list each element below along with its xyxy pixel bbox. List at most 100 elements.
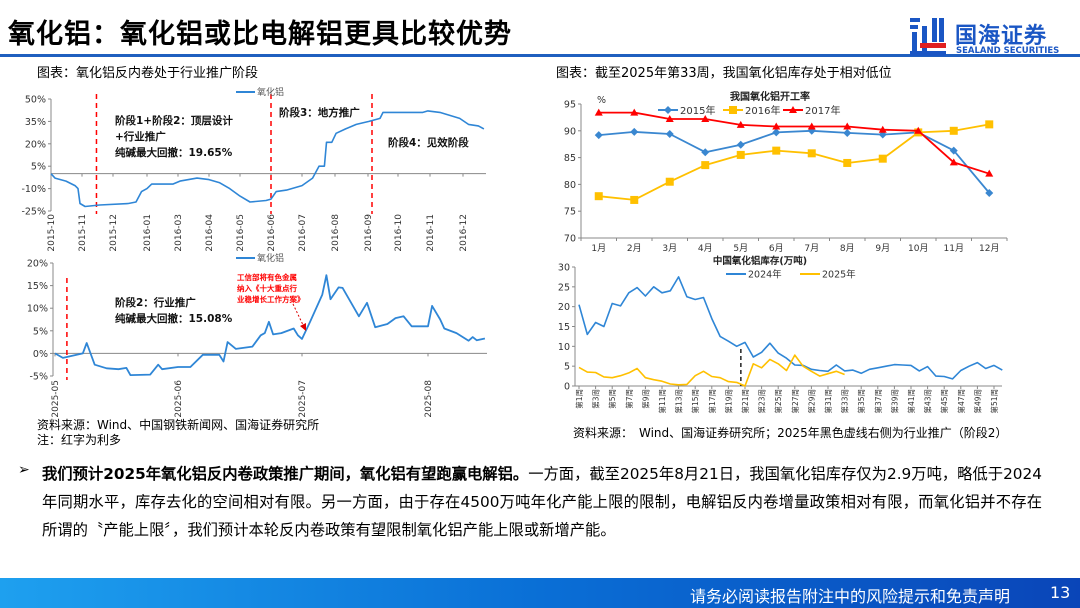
chart-inventory: 302520151050第1周 第3周 第5周 第7周 第9周 第11周 第13周 第15周第… <box>558 255 1003 414</box>
x-tick-label: 第3周 <box>591 389 601 409</box>
data-point <box>594 131 603 140</box>
page-number: 13 <box>1050 583 1071 602</box>
data-point <box>630 108 639 116</box>
data-point <box>701 115 710 123</box>
annotation-drawdown: 纯碱最大回撤：15.08% <box>115 312 233 325</box>
company-logo <box>908 16 948 58</box>
x-tick-label: 11月 <box>944 243 964 254</box>
x-tick-label: 2025-06 <box>174 380 184 418</box>
data-point <box>878 154 887 163</box>
left-chart-caption: 图表：氧化铝反内卷处于行业推广阶段 <box>37 66 259 81</box>
data-point <box>843 122 852 130</box>
data-point <box>949 146 958 155</box>
x-tick-label: 第25周 <box>773 389 783 414</box>
data-point <box>843 158 852 167</box>
y-tick-label: 20% <box>27 259 48 270</box>
data-point <box>949 158 958 166</box>
x-tick-label: 2015-10 <box>47 214 57 252</box>
chart-title: 中国氧化铝库存(万吨) <box>713 255 807 267</box>
y-tick-label: -10% <box>21 184 46 195</box>
charts-canvas: 50%35%20%5%-10%-25%2015-10 2015-11 2015-12… <box>21 86 1008 418</box>
x-tick-label: 第13周 <box>674 389 684 414</box>
x-tick-label: 10月 <box>908 243 928 254</box>
x-tick-label: 2016-08 <box>331 214 341 252</box>
y-tick-label: 70 <box>564 234 576 245</box>
legend-marker <box>729 106 737 114</box>
x-tick-label: 第21周 <box>740 389 750 414</box>
x-tick-label: 2025-05 <box>51 380 61 418</box>
legend-label: 氧化铝 <box>257 86 284 98</box>
x-tick-label: 第27周 <box>790 389 800 414</box>
unit-label: % <box>597 95 606 106</box>
data-point <box>843 128 852 137</box>
data-point <box>701 148 710 157</box>
y-tick-label: 35% <box>25 117 46 128</box>
red-annotation-line: 工信部将有色金属 <box>237 272 297 282</box>
x-tick-label: 2025-07 <box>298 380 308 418</box>
x-tick-label: 4月 <box>698 243 713 254</box>
x-tick-label: 2016-06 <box>267 214 277 252</box>
annotation-phase2: 阶段2：行业推广 <box>115 296 196 309</box>
legend-label: 2015年 <box>680 104 715 117</box>
x-tick-label: 第15周 <box>690 389 700 414</box>
y-tick-label: 25 <box>558 282 570 293</box>
y-tick-label: 5 <box>564 362 570 373</box>
x-tick-label: 第45周 <box>939 389 949 414</box>
x-tick-label: 2016-10 <box>394 214 404 252</box>
x-tick-label: 第31周 <box>823 389 833 414</box>
y-tick-label: 5% <box>33 326 48 337</box>
x-tick-label: 第1周 <box>574 389 584 409</box>
arrow-bullet-icon: ➢ <box>18 462 30 478</box>
x-tick-label: 2016-09 <box>364 214 374 252</box>
legend-marker <box>664 106 672 114</box>
y-tick-label: 5% <box>31 162 46 173</box>
x-tick-label: 3月 <box>662 243 677 254</box>
data-point <box>594 108 603 116</box>
legend-label: 氧化铝 <box>257 252 284 264</box>
arrowhead-icon <box>300 323 306 331</box>
y-tick-label: 15% <box>27 281 48 292</box>
x-tick-label: 2月 <box>627 243 642 254</box>
body-paragraph: 我们预计2025年氧化铝反内卷政策推广期间，氧化铝有望跑赢电解铝。一方面，截至2… <box>42 460 1042 544</box>
left-source: 资料来源：Wind、中国钢铁新闻网、国海证券研究所 <box>37 418 320 432</box>
data-point <box>985 169 994 177</box>
legend-label: 2025年 <box>822 269 856 281</box>
x-tick-label: 2015-11 <box>78 214 88 252</box>
data-point <box>736 140 745 149</box>
series-line-2016年 <box>598 123 990 201</box>
data-point <box>630 195 639 204</box>
y-tick-label: 20 <box>558 302 570 313</box>
y-tick-label: 30 <box>558 263 570 274</box>
red-annotation-line: 业稳增长工作方案》 <box>237 294 305 304</box>
x-tick-label: 9月 <box>875 243 890 254</box>
x-tick-label: 2016-01 <box>143 214 153 252</box>
x-tick-label: 2015-12 <box>109 214 119 252</box>
chart-alumina-2015-2016: 50% 35% 20% 5% -10% -25%2015-10 2015-11 2015-12… <box>21 86 486 252</box>
body-bold-lead: 我们预计2025年氧化铝反内卷政策推广期间，氧化铝有望跑赢电解铝。 <box>42 465 529 483</box>
data-point <box>665 177 674 186</box>
series-line-2015年 <box>598 129 990 194</box>
body-text: 一方面，截至2025年8月21日，我国氧化铝库存仅为2.9万吨，略低于2024年… <box>42 465 1042 539</box>
data-point <box>772 122 781 130</box>
x-tick-label: 5月 <box>733 243 748 254</box>
annotation-phase12-cont: +行业推广 <box>115 130 166 143</box>
series-line-2017年 <box>598 111 990 175</box>
series-line-alumina <box>54 274 486 376</box>
data-point <box>665 115 674 123</box>
y-tick-label: 75 <box>564 207 576 218</box>
chart-alumina-2025: 20% 15% 10% 5% 0% -5%2025-05 2025-06 2025-07 202… <box>27 252 487 418</box>
data-point <box>949 126 958 135</box>
annotation-phase3: 阶段3：地方推广 <box>279 106 360 119</box>
x-tick-label: 第43周 <box>923 389 933 414</box>
data-point <box>665 130 674 139</box>
data-point <box>985 188 994 197</box>
y-tick-label: 10% <box>27 304 48 315</box>
data-point <box>878 125 887 133</box>
x-tick-label: 2016-12 <box>459 214 469 252</box>
annotation-arrow-line <box>292 303 305 328</box>
x-tick-label: 第39周 <box>889 389 899 414</box>
logo-text-cn: 国海证券 <box>955 24 1048 49</box>
x-tick-label: 第7周 <box>624 389 634 409</box>
x-tick-label: 12月 <box>979 243 999 254</box>
legend-marker <box>789 106 797 113</box>
